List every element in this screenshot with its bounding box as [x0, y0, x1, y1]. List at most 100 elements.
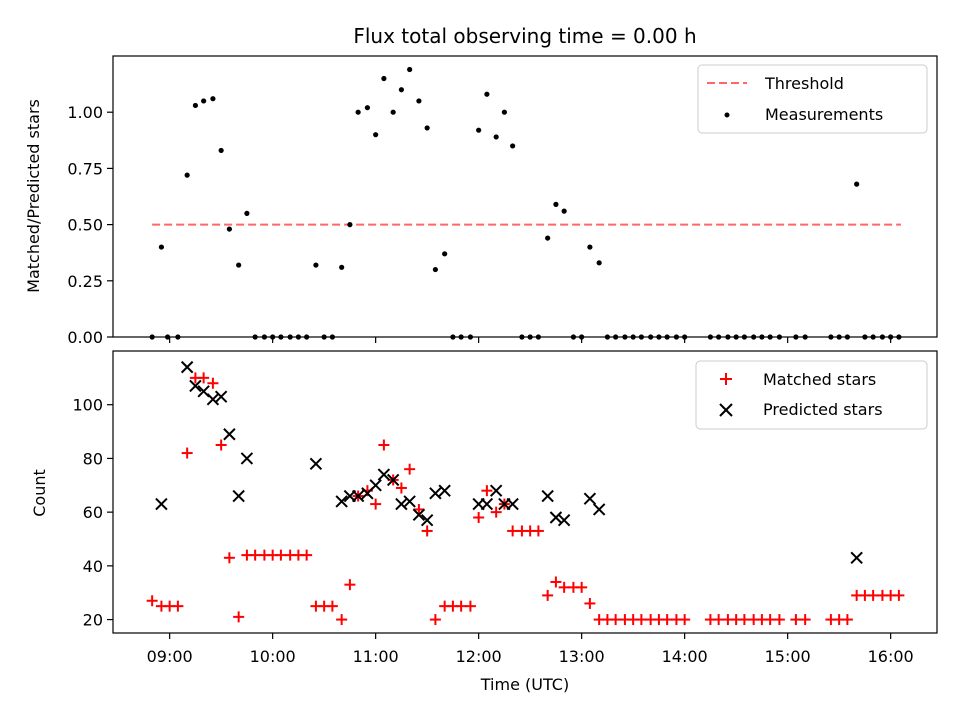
measurement-point [347, 222, 353, 228]
matched-star-point [455, 600, 467, 612]
matched-star-point [679, 614, 691, 626]
measurement-point [442, 251, 448, 257]
top-y-axis-label: Matched/Predicted stars [24, 99, 43, 293]
x-axis-label: Time (UTC) [480, 675, 569, 694]
matched-star-point [249, 549, 261, 561]
measurement-point [596, 260, 602, 266]
bottom-x-axis: 09:00 10:00 11:00 12:00 13:00 14:00 15:00 16:00 [147, 633, 914, 666]
predicted-star-point [351, 489, 365, 503]
matched-star-point [233, 611, 245, 623]
bottom-y-tick-label: 100 [72, 396, 103, 415]
bottom-y-tick-label: 20 [83, 611, 103, 630]
measurement-point [226, 226, 232, 232]
x-tick-label: 16:00 [868, 647, 914, 666]
measurement-point [501, 109, 507, 115]
measurement-point [192, 102, 198, 109]
predicted-star-point [214, 390, 228, 403]
chart-title: Flux total observing time = 0.00 h [353, 24, 696, 48]
measurement-point [561, 208, 567, 214]
measurement-point [587, 244, 593, 250]
top-legend: Threshold Measurements [697, 64, 928, 134]
matched-star-point [181, 447, 193, 459]
measurement-point [236, 262, 242, 268]
measurement-point [424, 125, 430, 131]
top-y-tick-label: 0.00 [67, 328, 103, 347]
matched-star-point [207, 377, 219, 389]
measurement-point [553, 201, 559, 207]
x-tick-label: 10:00 [250, 647, 296, 666]
predicted-star-point [850, 551, 863, 565]
matched-star-point [550, 576, 562, 588]
measurement-point [210, 96, 216, 102]
matched-stars-series [146, 372, 905, 626]
matched-star-point [584, 597, 596, 609]
measurement-point [218, 147, 224, 154]
predicted-star-point [395, 497, 408, 511]
matched-star-point [378, 439, 390, 451]
matched-star-point [370, 498, 382, 510]
matched-star-point [799, 614, 811, 626]
top-x-axis [169, 337, 892, 343]
measurements-legend-label: Measurements [765, 105, 883, 124]
measurement-point [364, 105, 371, 111]
measurement-point [484, 91, 490, 97]
predicted-star-point [377, 468, 391, 481]
measurement-point [545, 235, 551, 241]
measurements-legend-swatch [724, 112, 730, 118]
predicted-star-point [403, 495, 416, 508]
predicted-star-point [240, 452, 254, 465]
predicted-star-point [489, 484, 503, 497]
measurement-point [158, 244, 165, 250]
measurement-point [381, 75, 387, 82]
matched-star-point [429, 614, 441, 626]
top-y-axis: 0.00 0.25 0.50 0.75 1.00 [67, 103, 113, 347]
matched-legend-swatch [720, 373, 732, 385]
predicted-star-point [155, 497, 168, 511]
matched-star-point [841, 614, 853, 626]
measurement-point [339, 264, 345, 270]
bottom-y-tick-label: 40 [83, 557, 103, 576]
predicted-star-point [335, 495, 348, 508]
x-tick-label: 12:00 [456, 647, 502, 666]
predicted-star-point [206, 393, 220, 406]
measurement-point [476, 127, 482, 133]
measurement-point [416, 98, 422, 104]
matched-star-point [532, 525, 544, 537]
predicted-star-point [309, 457, 323, 471]
threshold-legend-label: Threshold [764, 74, 844, 93]
bottom-legend-box [695, 360, 928, 430]
matched-star-point [661, 614, 673, 626]
predicted-star-point [412, 508, 426, 522]
measurement-point [493, 134, 499, 140]
measurement-point [390, 109, 396, 115]
top-axes-frame [112, 55, 938, 338]
matched-star-point [773, 614, 785, 626]
predicted-star-point [438, 484, 451, 497]
predicted-star-point [583, 492, 597, 505]
matched-star-point [542, 589, 554, 601]
bottom-y-axis: 20 40 60 80 100 [72, 396, 113, 630]
bottom-axes-frame [112, 350, 938, 634]
matched-star-point [395, 482, 407, 494]
matched-star-point [867, 589, 879, 601]
matched-star-point [635, 614, 647, 626]
matched-star-point [215, 439, 227, 451]
predicted-star-point [386, 473, 400, 487]
predicted-star-point [420, 513, 434, 527]
bottom-y-tick-label: 60 [83, 503, 103, 522]
matched-star-point [301, 549, 313, 561]
matched-star-point [275, 549, 287, 561]
matched-star-point [464, 600, 476, 612]
matched-star-point [490, 506, 502, 518]
measurement-point [854, 181, 860, 187]
x-tick-label: 11:00 [353, 647, 399, 666]
matched-star-point [198, 372, 210, 384]
measurement-point [201, 98, 207, 104]
top-y-tick-label: 1.00 [67, 103, 103, 122]
ratio-panel: Flux total observing time = 0.00 h Match… [24, 24, 938, 347]
predicted-star-point [592, 503, 606, 516]
matched-star-point [413, 503, 425, 515]
predicted-star-point [429, 487, 442, 500]
bottom-legend: Matched stars Predicted stars [695, 360, 928, 430]
matched-star-point [481, 485, 493, 497]
